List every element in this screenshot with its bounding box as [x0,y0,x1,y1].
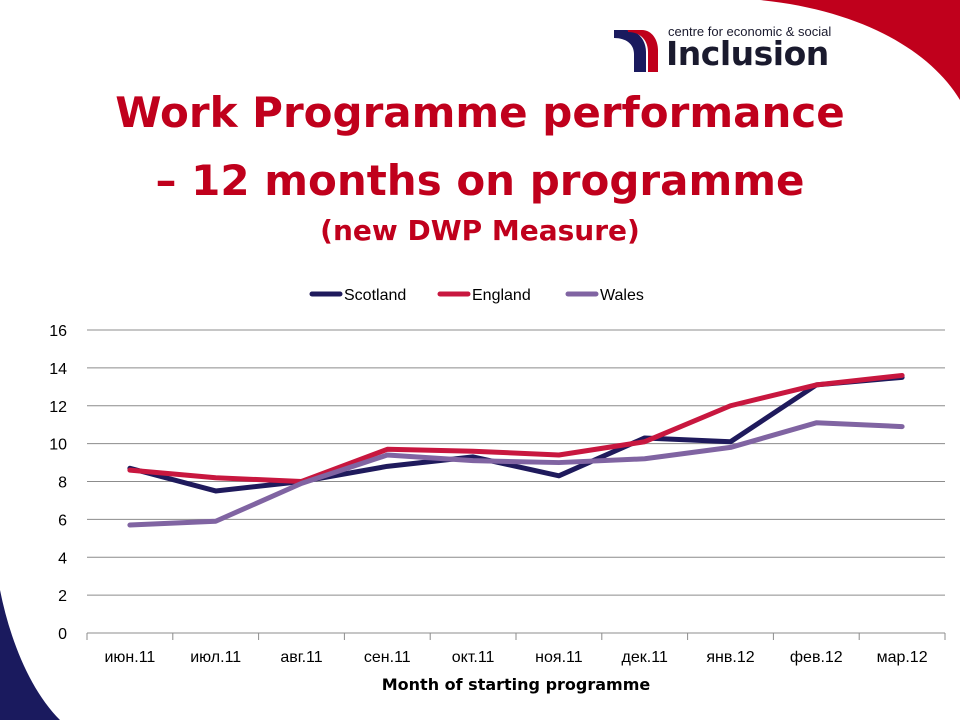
swoosh-red-top-right [760,0,960,100]
slide-title-line-1: Work Programme performance [115,88,845,137]
x-tick-label: авг.11 [280,649,322,666]
logo-small-text: centre for economic & social [668,24,832,39]
series-line-wales [127,420,905,528]
y-tick-label: 8 [58,475,67,492]
y-tick-label: 12 [49,399,67,416]
y-tick-label: 2 [58,588,67,605]
x-tick-label: фев.12 [790,649,843,666]
legend-label: Scotland [344,287,406,304]
y-tick-label: 4 [58,550,67,567]
series-line-scotland [127,374,905,494]
slide-subtitle: (new DWP Measure) [320,214,640,247]
legend-label: England [472,287,531,304]
x-tick-label: июн.11 [104,649,155,666]
y-tick-label: 0 [58,626,67,643]
y-tick-label: 14 [49,361,67,378]
y-tick-label: 16 [49,323,67,340]
line-chart: 0 2 4 6 8 10 12 14 16 июн.11 июл.11 авг.11 сен.11 окт… [49,287,946,694]
x-tick-label: июл.11 [190,649,241,666]
swoosh-navy-bottom-left [0,590,60,720]
x-tick-label: сен.11 [364,649,411,666]
y-tick-label: 10 [49,437,67,454]
x-tick-label: окт.11 [452,649,495,666]
legend-label: Wales [600,287,644,304]
y-tick-label: 6 [58,512,67,529]
brand-logo: centre for economic & social Inclusion [612,24,852,80]
slide-title-line-2: – 12 months on programme [155,156,805,205]
x-tick-label: ноя.11 [535,649,583,666]
x-tick-label: мар.12 [877,649,928,666]
logo-big-text: Inclusion [666,34,829,73]
series-line-england [127,372,905,484]
logo-mark-icon [614,30,658,72]
x-tick-label: янв.12 [706,649,754,666]
x-tick-label: дек.11 [622,649,668,666]
x-axis-label: Month of starting programme [382,675,651,694]
